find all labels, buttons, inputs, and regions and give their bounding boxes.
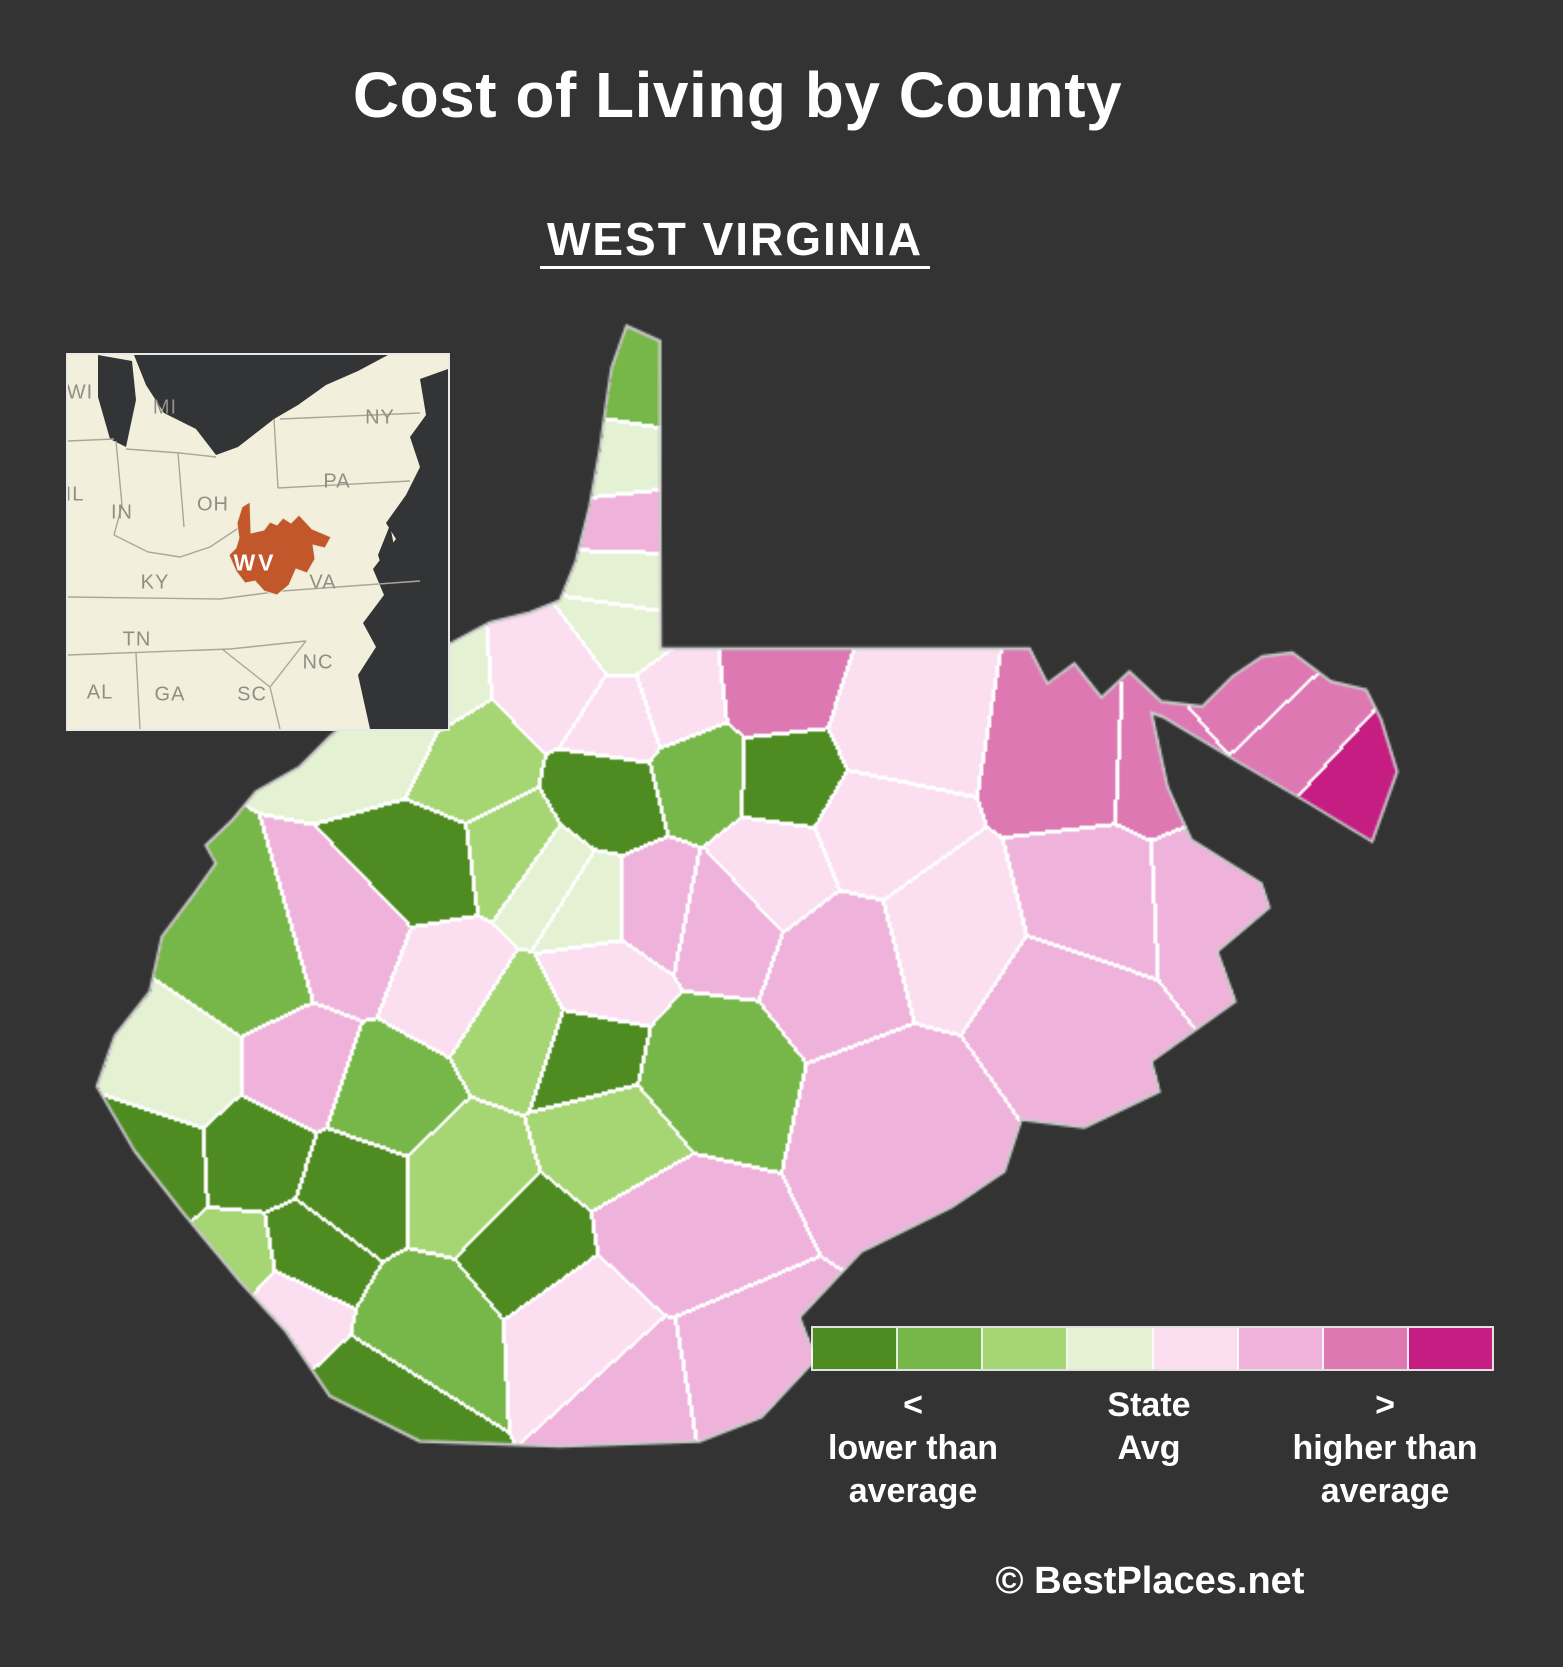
inset-state-label-tn: TN [122, 628, 152, 651]
legend-label-lower: < lower than average [763, 1384, 1063, 1513]
legend-swatch-level--2 [983, 1328, 1069, 1369]
inset-state-label-oh: OH [197, 493, 229, 516]
inset-state-label-in: IN [111, 501, 133, 524]
legend-swatch-level--3 [898, 1328, 984, 1369]
legend-swatch-level-1 [1153, 1328, 1239, 1369]
legend-swatch-level-3 [1323, 1328, 1409, 1369]
legend-color-scale [811, 1326, 1494, 1371]
legend-avg-line1: State [1107, 1386, 1191, 1424]
great-lakes-shape [134, 355, 388, 455]
inset-state-label-ga: GA [154, 683, 186, 706]
inset-state-borders [68, 412, 421, 729]
inset-state-label-pa: PA [323, 470, 351, 493]
legend-swatch-level-2 [1238, 1328, 1324, 1369]
chesapeake-bay-shape [378, 525, 395, 581]
inset-state-label-wv: WV [233, 549, 277, 576]
inset-state-label-ny: NY [365, 406, 395, 429]
inset-state-label-sc: SC [237, 683, 267, 706]
locator-map-graphic [68, 355, 448, 729]
inset-state-label-va: VA [309, 571, 337, 594]
legend-higher-line2: average [1320, 1472, 1450, 1510]
legend-lower-line1: lower than [827, 1429, 999, 1467]
legend-higher-line1: higher than [1292, 1429, 1478, 1467]
attribution: © BestPlaces.net [995, 1560, 1305, 1602]
legend-higher-symbol: > [1375, 1386, 1395, 1424]
inset-state-label-il: IL [66, 483, 85, 506]
wv-highlight-shape [228, 501, 332, 596]
inset-state-label-nc: NC [302, 651, 334, 674]
legend-swatch-level-4 [1408, 1328, 1492, 1369]
legend-lower-symbol: < [903, 1386, 923, 1424]
legend-swatch-level--1 [1068, 1328, 1154, 1369]
inset-state-label-wi: WI [66, 381, 94, 404]
legend-label-higher: > higher than average [1235, 1384, 1535, 1513]
us-locator-inset: WI MI NY PA IL IN OH WV KY VA TN NC AL GA SC [66, 353, 450, 731]
atlantic-ocean-shape [358, 369, 448, 729]
legend-swatch-level--4 [813, 1328, 899, 1369]
inset-state-label-al: AL [86, 681, 114, 704]
inset-state-label-mi: MI [152, 396, 178, 419]
inset-state-label-ky: KY [140, 571, 170, 594]
legend-lower-line2: average [848, 1472, 978, 1510]
lake-michigan-shape [98, 355, 136, 447]
legend-avg-line2: Avg [1117, 1429, 1181, 1467]
legend-label-state-avg: State Avg [999, 1384, 1299, 1470]
